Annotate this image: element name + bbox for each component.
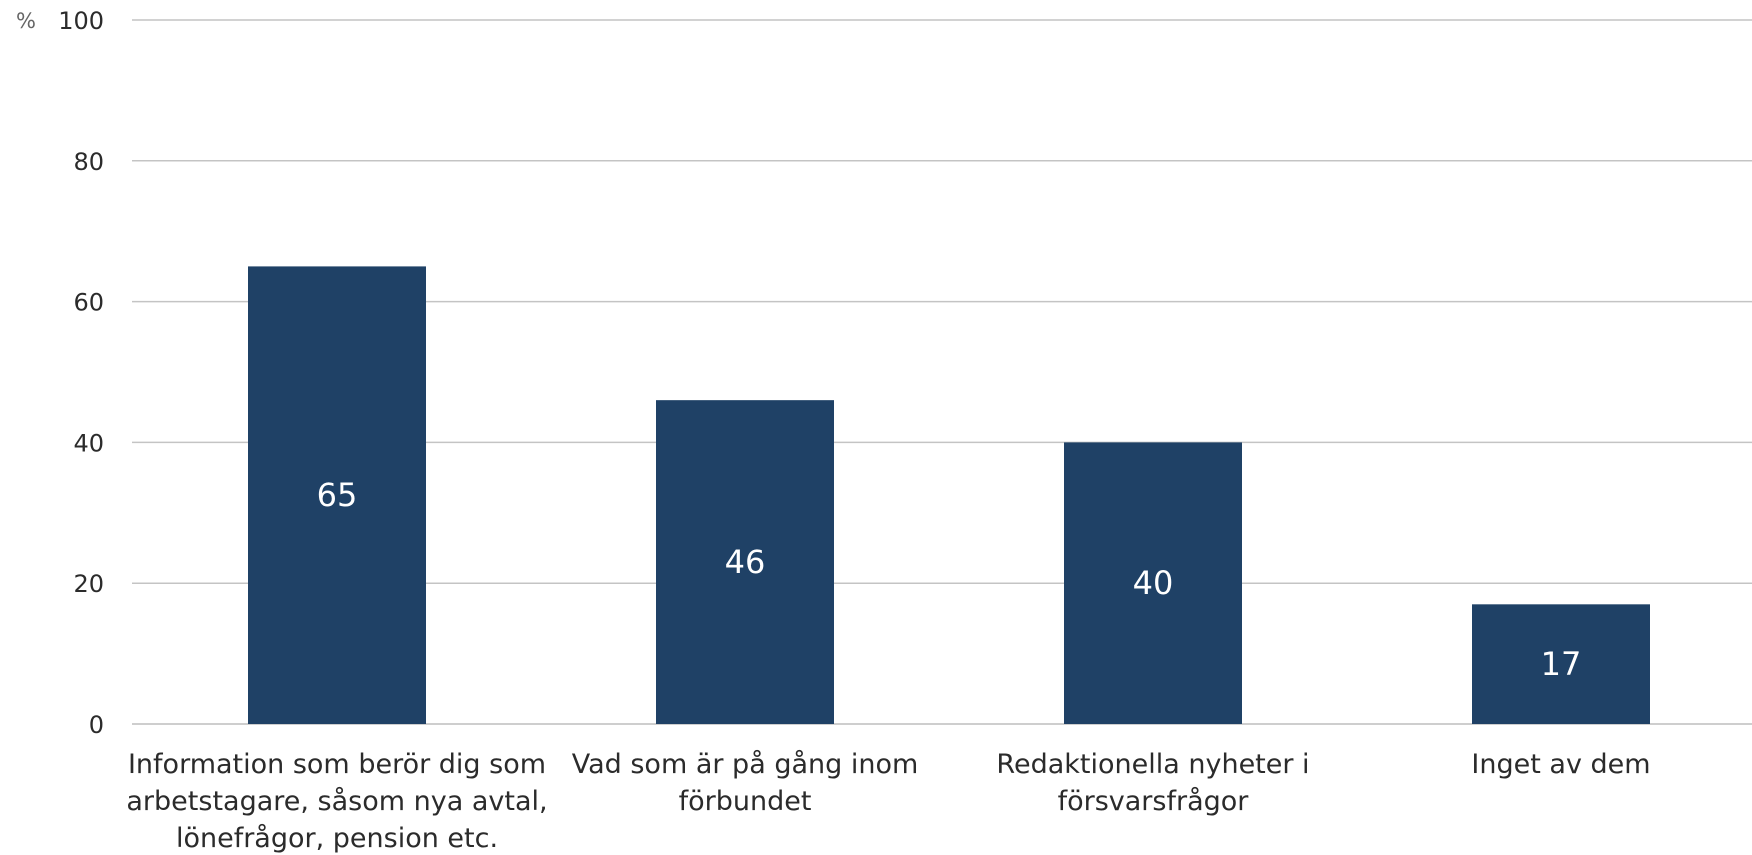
bar-value-label: 65 — [317, 476, 358, 514]
y-tick-label: 60 — [73, 289, 104, 317]
y-tick-label: 80 — [73, 148, 104, 176]
y-axis-ticks: 0 20 40 60 80 100 — [58, 7, 104, 739]
category-label-line: lönefrågor, pension etc. — [176, 823, 498, 854]
y-axis-unit-label: % — [16, 9, 36, 33]
y-tick-label: 40 — [73, 429, 104, 457]
bar-value-labels: 65 46 40 17 — [317, 476, 1582, 683]
category-label-line: Vad som är på gång inom — [572, 749, 919, 780]
category-label-line: Redaktionella nyheter i — [996, 749, 1309, 780]
y-tick-label: 0 — [89, 711, 104, 739]
category-label-line: Inget av dem — [1471, 749, 1650, 780]
category-label-line: försvarsfrågor — [1058, 786, 1250, 817]
bar — [1064, 442, 1242, 724]
category-label-line: förbundet — [679, 786, 812, 817]
category-label: Redaktionella nyheter i försvarsfrågor — [996, 749, 1309, 817]
bar-value-label: 40 — [1133, 564, 1174, 602]
bar — [248, 266, 426, 724]
y-tick-label: 20 — [73, 570, 104, 598]
bar-value-label: 46 — [725, 543, 766, 581]
bar-value-label: 17 — [1541, 645, 1582, 683]
category-label: Vad som är på gång inom förbundet — [572, 749, 919, 817]
category-labels: Information som berör dig som arbetstagar… — [126, 749, 1650, 854]
bars — [248, 266, 1650, 724]
category-label: Inget av dem — [1471, 749, 1650, 780]
category-label-line: arbetstagare, såsom nya avtal, — [126, 786, 547, 817]
y-tick-label: 100 — [58, 7, 104, 35]
bar — [1472, 604, 1650, 724]
category-label-line: Information som berör dig som — [128, 749, 546, 780]
bar — [656, 400, 834, 724]
category-label: Information som berör dig som arbetstagar… — [126, 749, 547, 854]
